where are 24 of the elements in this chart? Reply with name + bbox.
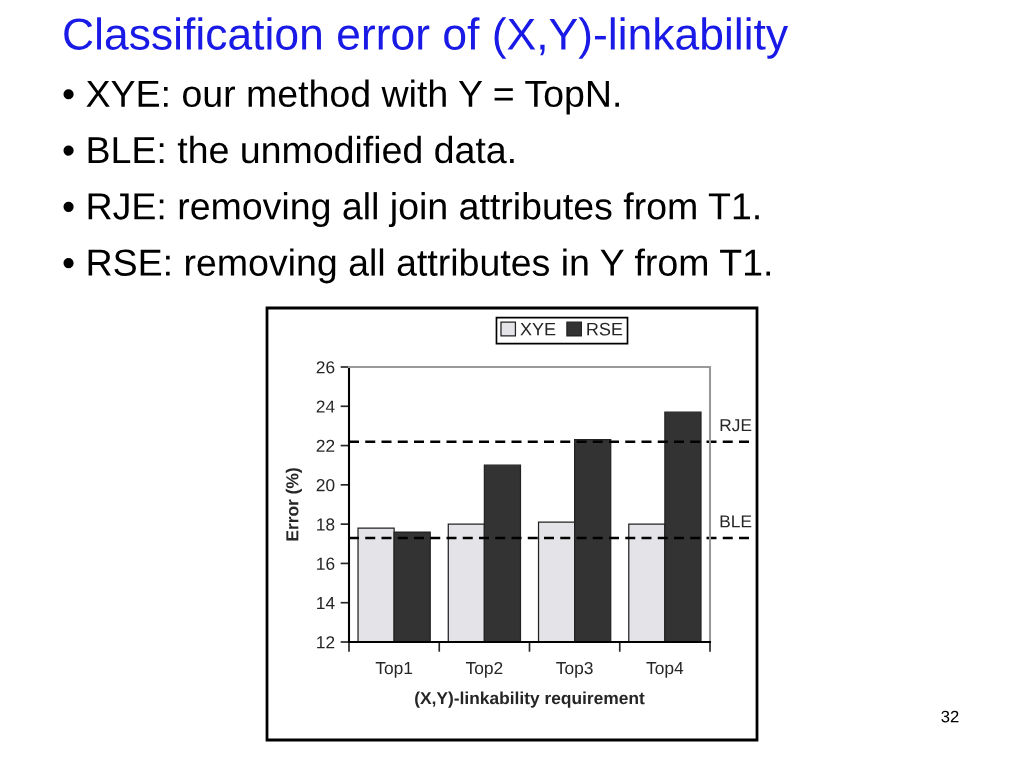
y-tick-label: 24	[316, 400, 335, 413]
y-tick-label: 16	[317, 557, 335, 570]
ref-line-label: RJE	[720, 419, 752, 432]
text: • XYE: our method with Y = TopN.	[63, 79, 619, 115]
x-tick-label: Top2	[465, 661, 503, 678]
x-tick-label: Top3	[556, 661, 593, 678]
y-tick-label: 12	[317, 636, 335, 649]
legend-label: RSE	[587, 322, 623, 336]
x-axis-title: (X,Y)-linkability requirement	[415, 691, 645, 708]
chart-title: Classification error of (X,Y)-linkability	[64, 17, 789, 59]
y-axis-title: Error (%)	[285, 468, 302, 541]
ref-line-label: BLE	[720, 515, 752, 528]
text: • BLE: the unmodified data.	[63, 135, 514, 164]
text: • RSE: removing all attributes in Y from T1.	[63, 248, 770, 284]
y-tick-label: 18	[317, 518, 335, 531]
text: • RJE: removing all join attributes from T1.	[63, 192, 759, 228]
y-tick-label: 20	[316, 479, 335, 492]
y-tick-label: 26	[316, 361, 335, 374]
text: 32	[941, 710, 959, 723]
x-tick-label: Top1	[375, 662, 413, 678]
y-tick-label: 22	[316, 439, 335, 452]
x-tick-label: Top4	[646, 662, 684, 678]
legend-label: XYE	[520, 322, 556, 336]
y-tick-label: 14	[317, 597, 335, 609]
